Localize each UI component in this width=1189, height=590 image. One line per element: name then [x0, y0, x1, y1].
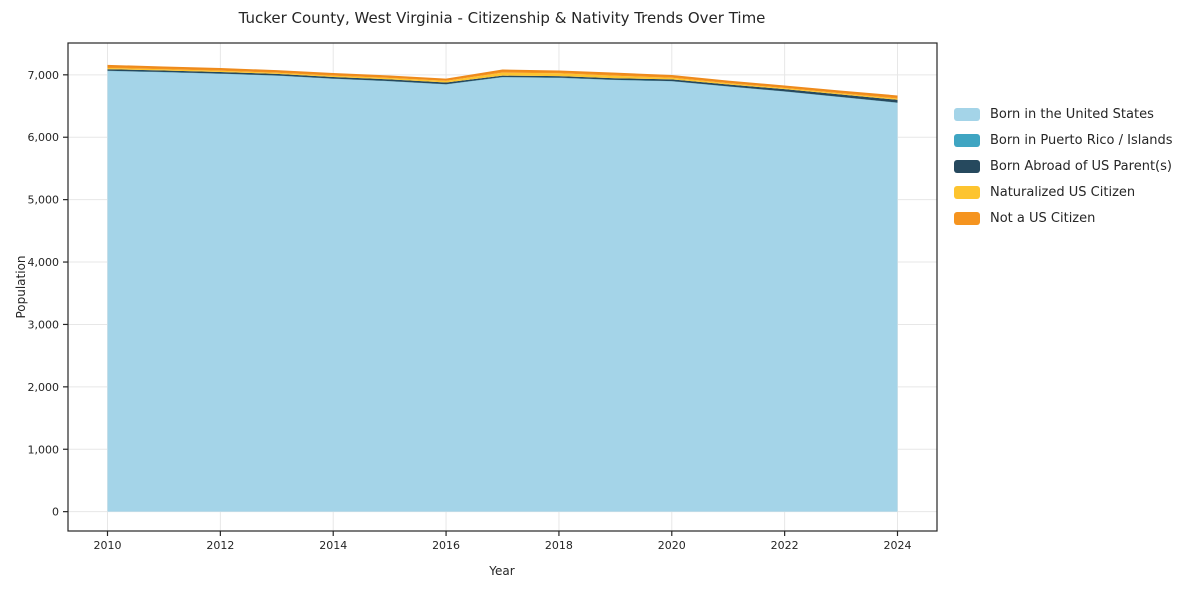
- legend-item: Born Abroad of US Parent(s): [954, 153, 1173, 179]
- legend-swatch: [954, 185, 980, 199]
- plot-border: [67, 42, 938, 532]
- x-tick-label: 2018: [545, 539, 573, 552]
- x-tick-label: 2024: [884, 539, 912, 552]
- y-tick-label: 2,000: [28, 381, 60, 394]
- area-band-0: [107, 71, 898, 512]
- legend-label: Born Abroad of US Parent(s): [990, 158, 1172, 174]
- y-axis-title: Population: [14, 255, 28, 319]
- legend-label: Born in Puerto Rico / Islands: [990, 132, 1173, 148]
- legend: Born in the United States Born in Puerto …: [954, 101, 1173, 231]
- x-tick-label: 2022: [771, 539, 799, 552]
- legend-item: Not a US Citizen: [954, 205, 1173, 231]
- y-tick-label: 5,000: [28, 194, 60, 207]
- y-tick-label: 6,000: [28, 131, 60, 144]
- legend-item: Born in the United States: [954, 101, 1173, 127]
- x-tick-label: 2014: [319, 539, 347, 552]
- x-tick-label: 2020: [658, 539, 686, 552]
- y-tick-label: 1,000: [28, 443, 60, 456]
- y-tick-label: 7,000: [28, 69, 60, 82]
- y-tick-label: 4,000: [28, 256, 60, 269]
- area-band-3: [107, 67, 898, 100]
- chart-title: Tucker County, West Virginia - Citizensh…: [238, 9, 766, 27]
- legend-label: Born in the United States: [990, 106, 1154, 122]
- legend-swatch: [954, 133, 980, 147]
- area-band-2: [107, 69, 898, 103]
- y-tick-label: 3,000: [28, 318, 60, 331]
- legend-label: Naturalized US Citizen: [990, 184, 1136, 200]
- x-axis-title: Year: [489, 564, 515, 578]
- y-tick-label: 0: [52, 506, 59, 519]
- legend-label: Not a US Citizen: [990, 210, 1096, 226]
- area-band-4: [107, 65, 898, 99]
- legend-swatch: [954, 211, 980, 225]
- x-tick-label: 2010: [94, 539, 122, 552]
- legend-swatch: [954, 107, 980, 121]
- legend-swatch: [954, 159, 980, 173]
- stack-top-line: [107, 64, 898, 98]
- area-band-1: [107, 70, 898, 103]
- legend-item: Born in Puerto Rico / Islands: [954, 127, 1173, 153]
- x-tick-label: 2016: [432, 539, 460, 552]
- x-tick-label: 2012: [206, 539, 234, 552]
- legend-item: Naturalized US Citizen: [954, 179, 1173, 205]
